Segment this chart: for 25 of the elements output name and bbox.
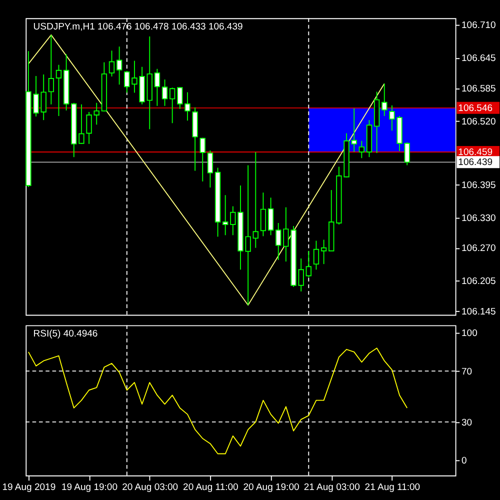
- y-tick-label: 106.520: [462, 116, 496, 128]
- x-tick-label: 21 Aug 11:00: [364, 482, 420, 494]
- x-tick-label: 20 Aug 03:00: [122, 482, 178, 494]
- y-tick-label: 106.205: [462, 276, 496, 288]
- x-tick-label: 19 Aug 19:00: [62, 482, 118, 494]
- x-tick-label: 20 Aug 11:00: [183, 482, 238, 494]
- y-tick-label: 106.145: [462, 306, 496, 318]
- y-tick-label: 100: [462, 328, 478, 340]
- x-tick-label: 19 Aug 2019: [2, 482, 56, 494]
- x-tick-label: 20 Aug 19:00: [243, 482, 300, 494]
- y-tick-label: 106.395: [462, 180, 496, 191]
- y-tick-label: 106.585: [462, 83, 496, 94]
- y-tick-label: 70: [462, 366, 472, 378]
- chart-title: RSI(5) 40.4946: [33, 328, 98, 340]
- ref-line-label: 106.439: [458, 157, 493, 168]
- y-tick-label: 0: [462, 455, 467, 466]
- y-tick-label: 30: [462, 417, 472, 428]
- y-tick-label: 106.645: [462, 53, 496, 64]
- chart-title: USDJPY.m,H1 106.476 106.478 106.433 106.439: [33, 22, 243, 33]
- y-tick-label: 106.710: [462, 20, 496, 32]
- x-tick-label: 21 Aug 03:00: [304, 482, 360, 494]
- y-tick-label: 106.330: [462, 212, 496, 224]
- ref-line-label: 106.459: [458, 146, 493, 158]
- y-tick-label: 106.270: [462, 243, 496, 254]
- ref-line-label: 106.546: [458, 102, 493, 114]
